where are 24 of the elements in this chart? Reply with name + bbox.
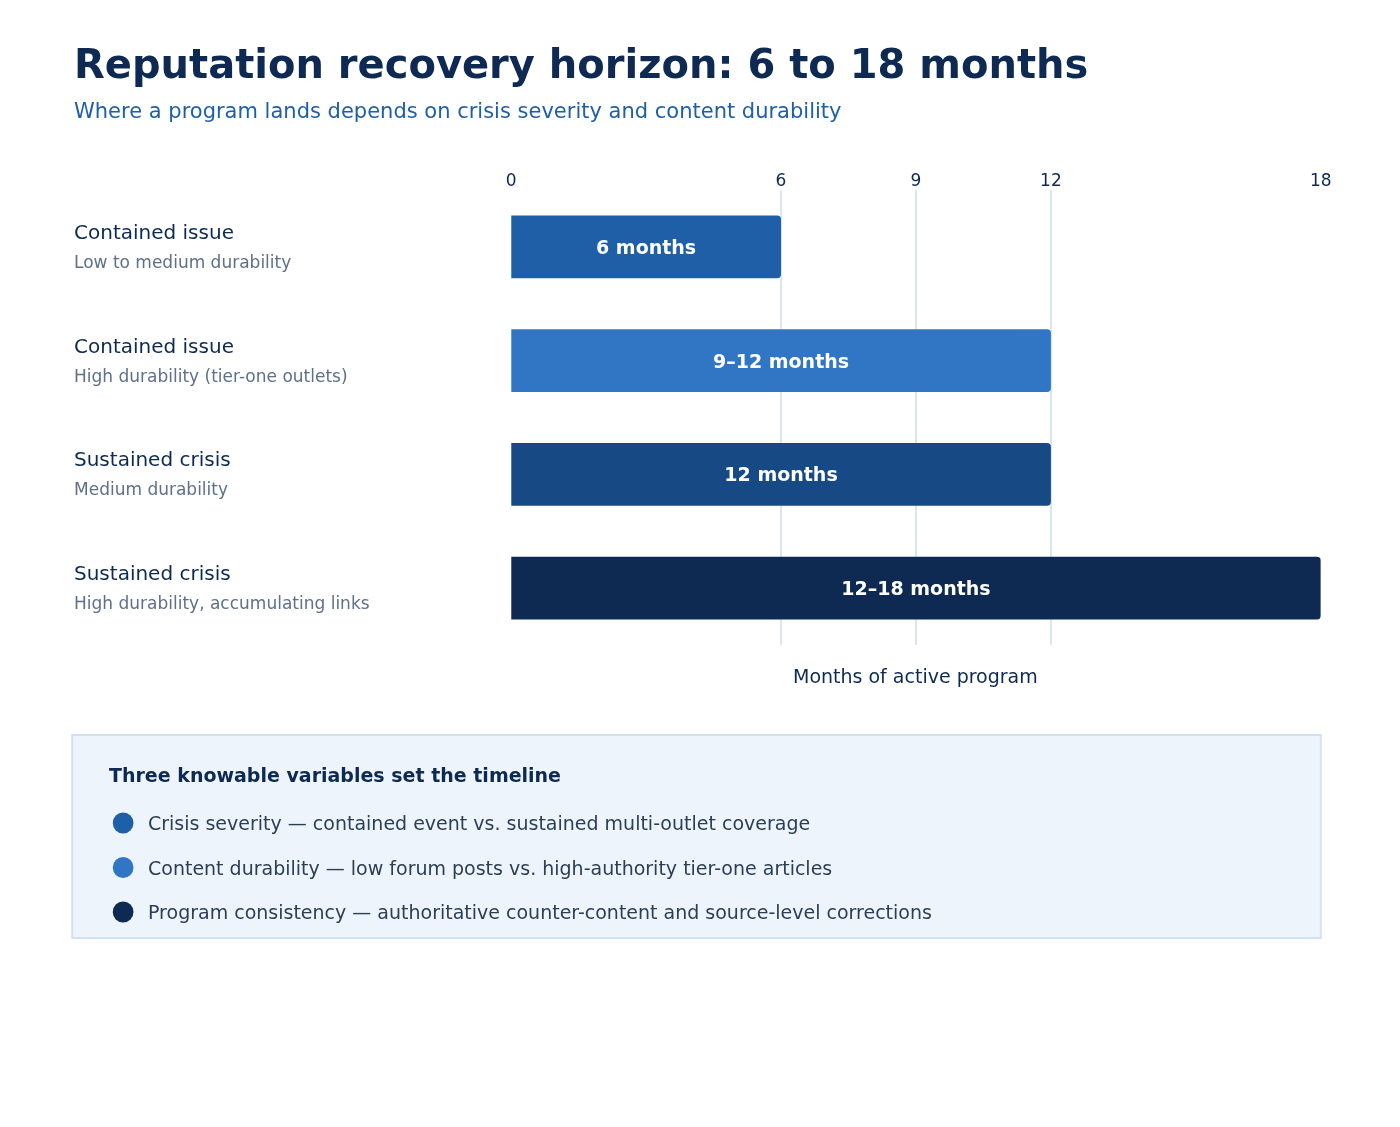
y-tick-label: Sustained crisis High durability, accumulating links — [74, 561, 370, 613]
x-tick-label: 12 — [1040, 169, 1062, 190]
bar — [511, 443, 1051, 506]
text: Three knowable variables set the timeline — [109, 764, 562, 786]
x-tick-label: 6 — [775, 169, 787, 190]
x-tick-label: 9 — [910, 169, 922, 190]
data-label: 12 months — [724, 463, 838, 486]
chart-title: Reputation recovery horizon: 6 to 18 months — [74, 41, 1089, 87]
y-tick-label: Sustained crisis Medium durability — [74, 447, 231, 499]
bar — [511, 329, 1051, 392]
bar — [511, 556, 1321, 620]
x-tick-label: 0 — [505, 169, 517, 190]
data-label: 9–12 months — [712, 349, 850, 372]
data-label: 12–18 months — [841, 577, 991, 600]
x-tick-label: 18 — [1309, 169, 1332, 190]
text: Content durability — low forum posts vs. high-authority tier-one articles — [148, 857, 833, 879]
chart-subtitle: Where a program lands depends on crisis severity and content durability — [74, 99, 842, 123]
y-tick-label: Contained issue Low to medium durability — [74, 220, 292, 272]
y-tick-label: Contained issue High durability (tier-one outlets) — [74, 334, 348, 386]
bar — [511, 215, 782, 279]
data-label: 6 months — [596, 235, 697, 258]
text: Crisis severity — contained event vs. sustained multi-outlet coverage — [148, 812, 811, 834]
x-axis-title: Months of active program — [793, 665, 1038, 687]
text: Program consistency — authoritative counter-content and source-level corrections — [148, 901, 932, 923]
